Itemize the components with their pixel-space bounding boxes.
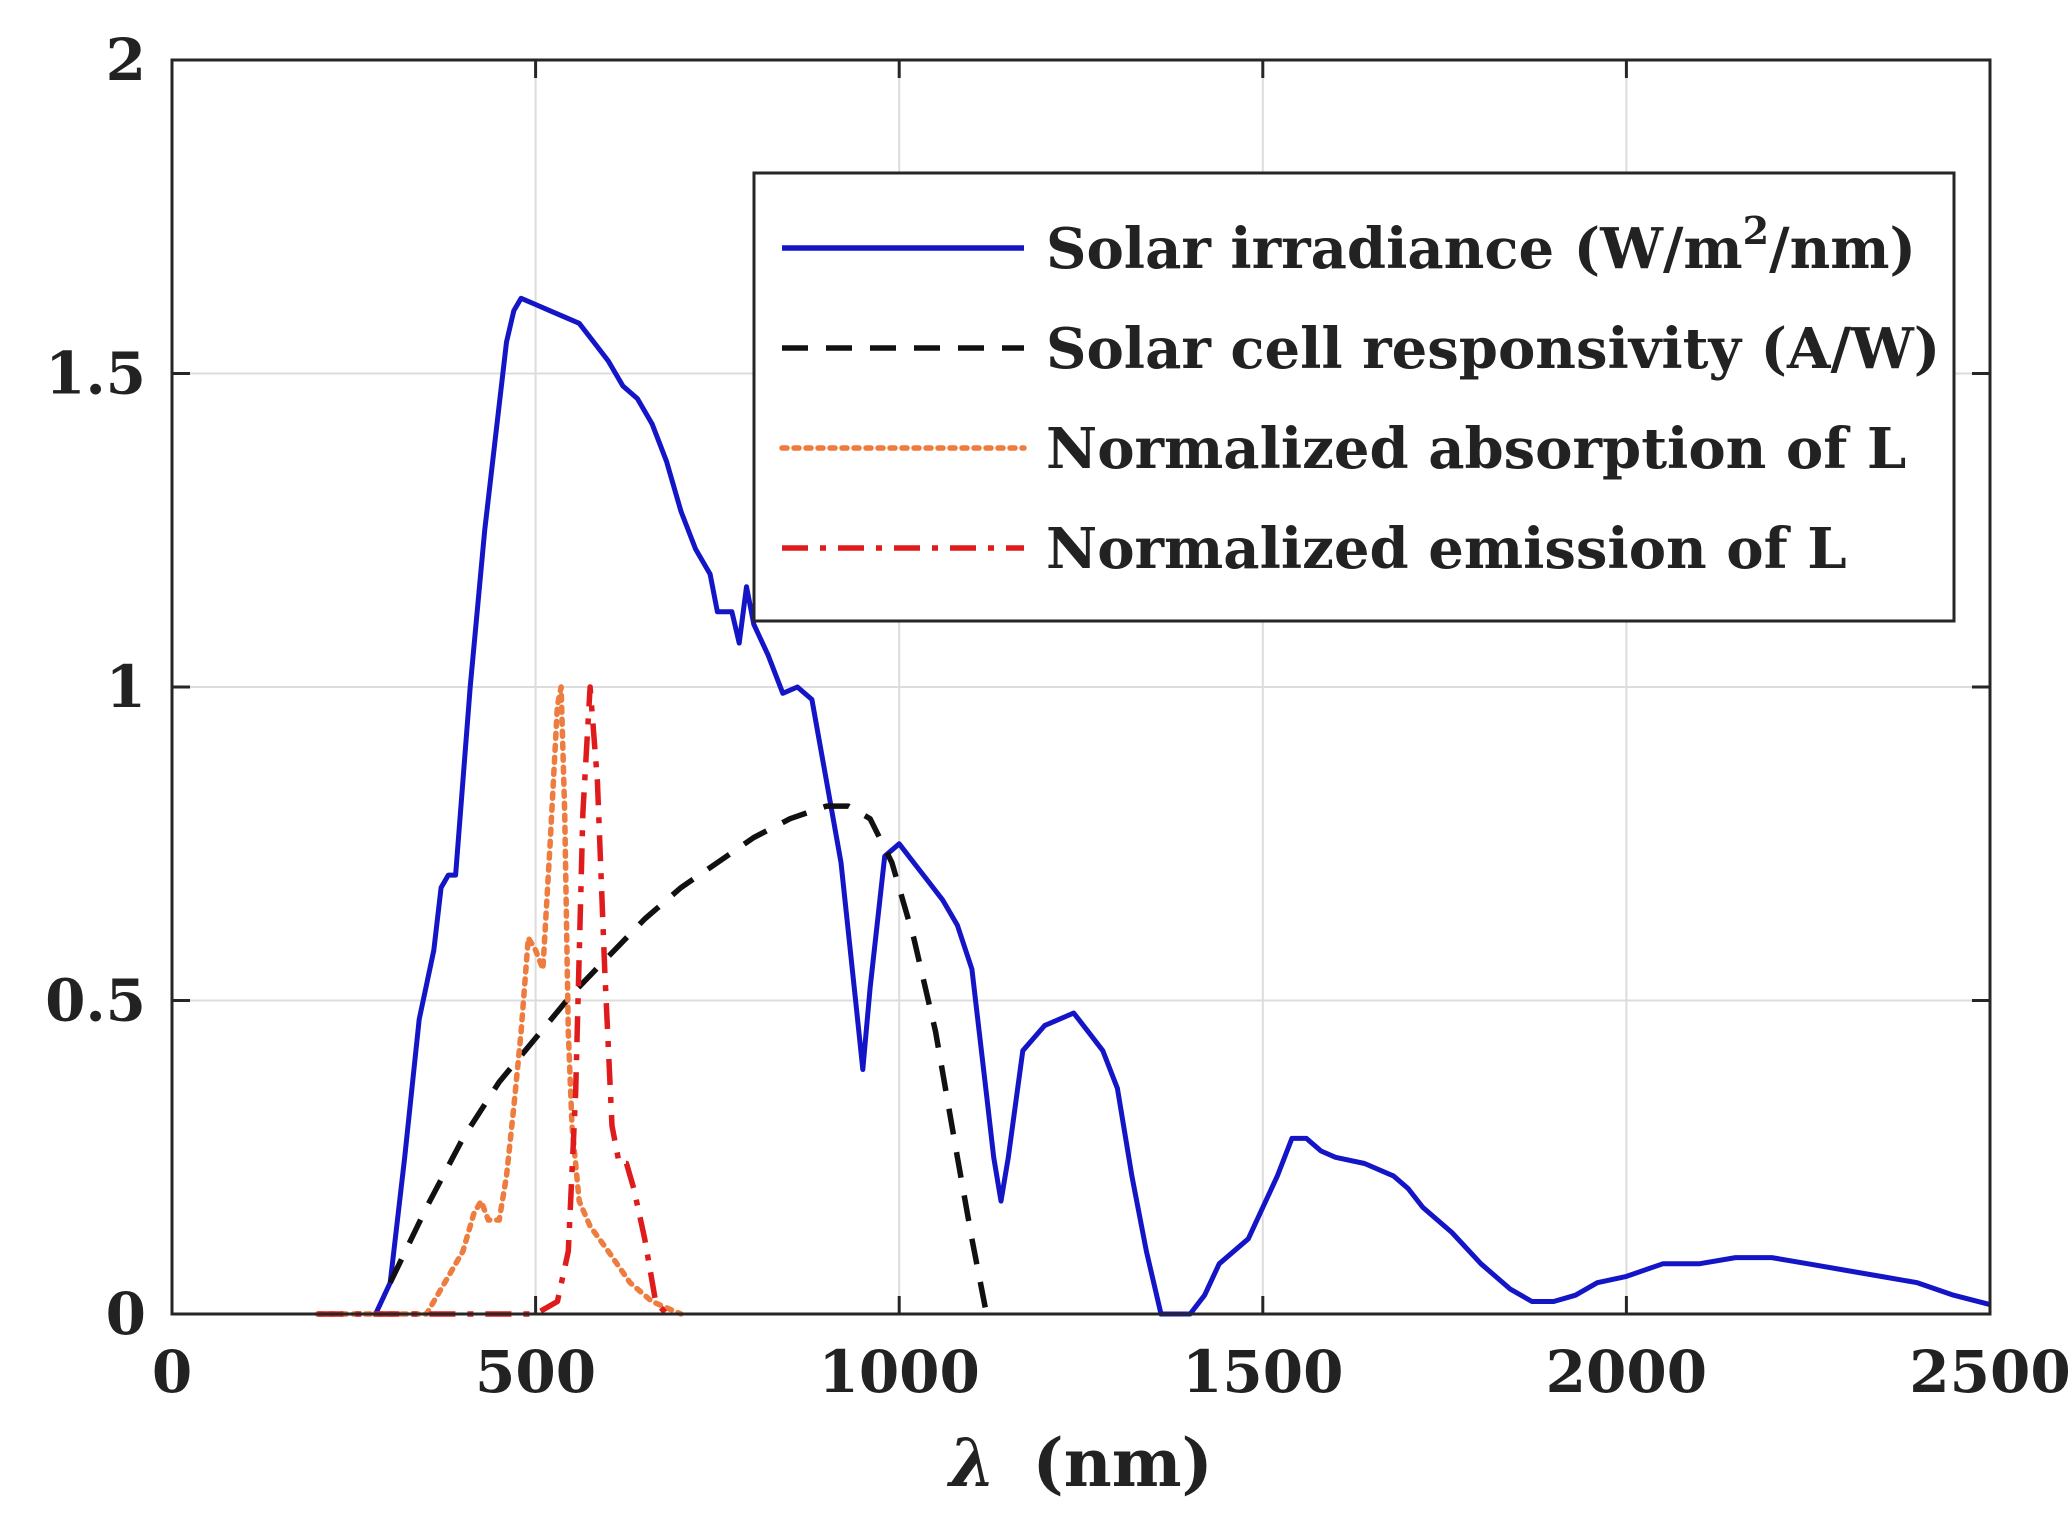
x-tick-label: 1000 [818, 1338, 979, 1406]
legend-label-2: Solar cell responsivity (A/W) [1046, 316, 1940, 382]
series-line-3 [314, 684, 684, 1317]
series-line-2 [387, 803, 990, 1315]
x-axis-title-unit: (nm) [1032, 1424, 1212, 1502]
x-tick-label: 2500 [1909, 1338, 2070, 1406]
tick-labels: 0 500 1000 1500 2000 2500 0 0.5 1 1.5 2 [45, 26, 2070, 1406]
x-tick-label: 500 [475, 1338, 596, 1406]
series-line-4 [317, 684, 669, 1317]
y-tick-label: 1 [106, 653, 146, 721]
legend-label-3: Normalized absorption of L [1046, 416, 1906, 482]
y-tick-label: 2 [106, 26, 146, 94]
y-tick-label: 0 [106, 1280, 146, 1348]
axis-ticks [170, 58, 1992, 1316]
x-tick-label: 0 [152, 1338, 192, 1406]
y-tick-label: 0.5 [45, 967, 146, 1035]
x-tick-label: 1500 [1182, 1338, 1343, 1406]
legend-label-1: Solar irradiance (W/m2/nm) [1046, 208, 1916, 282]
x-axis-title: λ (nm) [946, 1424, 1213, 1502]
series-layer [314, 295, 1991, 1317]
legend: Solar irradiance (W/m2/nm) Solar cell res… [752, 171, 1956, 623]
legend-items: Solar irradiance (W/m2/nm) Solar cell res… [779, 208, 1940, 582]
x-axis-title-symbol: λ [946, 1424, 995, 1502]
x-tick-label: 2000 [1546, 1338, 1707, 1406]
legend-label-4: Normalized emission of L [1046, 516, 1847, 582]
series-line-1 [373, 295, 1991, 1317]
y-tick-label: 1.5 [45, 340, 146, 408]
